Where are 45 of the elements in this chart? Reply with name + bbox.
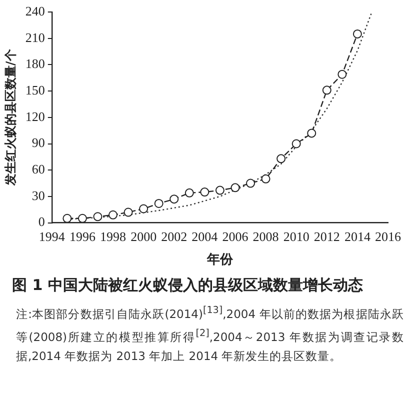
y-tick-label: 30 [32, 188, 45, 203]
x-tick-label: 1998 [100, 229, 126, 244]
x-tick-label: 2012 [314, 229, 340, 244]
point [276, 154, 286, 164]
point [322, 86, 332, 95]
y-tick-label: 0 [38, 214, 45, 230]
point [184, 188, 194, 198]
text: 图 1 中国大陆被红火蚁侵入的县级区域数量增长动态 [12, 276, 364, 295]
x-axis-title: 年份 [206, 252, 234, 268]
x-tick-label: 2010 [283, 229, 310, 244]
y-tick-label: 150 [25, 82, 45, 98]
y-tick-label: 240 [25, 3, 45, 18]
point [200, 188, 210, 197]
point [261, 174, 270, 184]
text: 注:本图部分数据引自陆永跃(2014)$^{[13]}$,2004 年以前的数据为根据陆永跃等(2008)所建立的模型推算所得$^{[2]}$,2004～2013 年数据为调查记录数据,2014 年数据为 2013 年加上 2014 年新发生的县区数量。 [16, 305, 404, 363]
y-tick-label: 60 [32, 162, 45, 177]
y-tick-label: 90 [32, 135, 45, 150]
x-tick-label: 2008 [252, 229, 279, 244]
x-tick-label: 2002 [161, 229, 188, 244]
point [246, 178, 256, 188]
point [62, 214, 72, 223]
x-tick-label: 2000 [130, 229, 157, 244]
x-tick-label: 2014 [344, 229, 371, 244]
point [154, 198, 164, 208]
y-tick-label: 120 [25, 108, 45, 124]
point [78, 214, 87, 223]
point [170, 194, 179, 204]
y-tick-label: 210 [25, 30, 45, 45]
point [352, 29, 362, 38]
x-tick-label: 2006 [222, 229, 249, 244]
y-axis-title: 发生红火蚁的县区数量/个 [3, 48, 18, 187]
x-tick-label: 2004 [192, 229, 218, 244]
point [338, 70, 347, 79]
point [124, 208, 133, 217]
point [307, 128, 316, 138]
point [93, 212, 102, 222]
x-tick-label: 1996 [69, 229, 96, 244]
point [139, 204, 148, 214]
point [215, 186, 224, 195]
point [292, 139, 301, 148]
x-tick-label: 2016 [375, 229, 402, 244]
point [108, 210, 118, 220]
y-tick-label: 180 [25, 56, 45, 72]
point [230, 183, 240, 192]
x-tick-label: 1994 [38, 229, 66, 244]
